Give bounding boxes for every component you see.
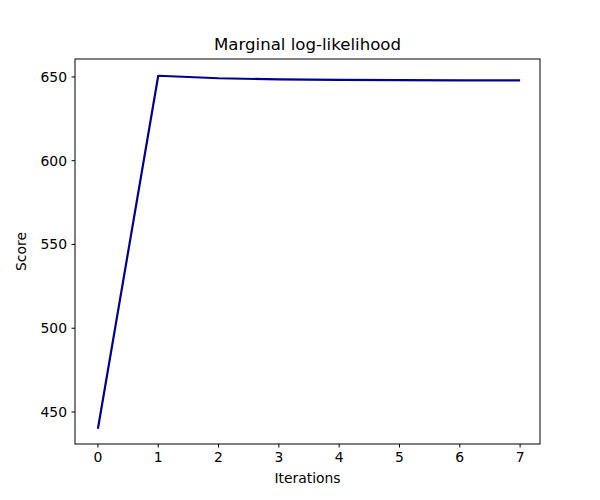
x-tick-label: 6 [455, 449, 464, 465]
y-axis-ticks: 450 500 550 600 650 [40, 69, 75, 420]
plot-border [75, 59, 540, 444]
chart-title: Marginal log-likelihood [214, 35, 401, 54]
figure: 0 1 2 3 4 5 6 7 450 500 550 600 650 Marginal log-li… [0, 0, 600, 500]
x-tick-label: 2 [214, 449, 223, 465]
y-tick-label: 550 [40, 236, 67, 252]
data-line [98, 76, 520, 429]
y-tick-label: 450 [40, 404, 67, 420]
x-tick-label: 4 [335, 449, 344, 465]
x-tick-label: 3 [274, 449, 283, 465]
x-tick-label: 7 [516, 449, 525, 465]
x-tick-label: 0 [93, 449, 102, 465]
x-tick-label: 1 [154, 449, 163, 465]
x-tick-label: 5 [395, 449, 404, 465]
x-axis-label: Iterations [274, 470, 340, 486]
chart-canvas: 0 1 2 3 4 5 6 7 450 500 550 600 650 Marginal log-li… [0, 0, 600, 500]
y-tick-label: 650 [40, 69, 67, 85]
y-axis-label: Score [13, 232, 29, 271]
x-axis-ticks: 0 1 2 3 4 5 6 7 [93, 444, 524, 465]
y-tick-label: 600 [40, 153, 67, 169]
y-tick-label: 500 [40, 320, 67, 336]
